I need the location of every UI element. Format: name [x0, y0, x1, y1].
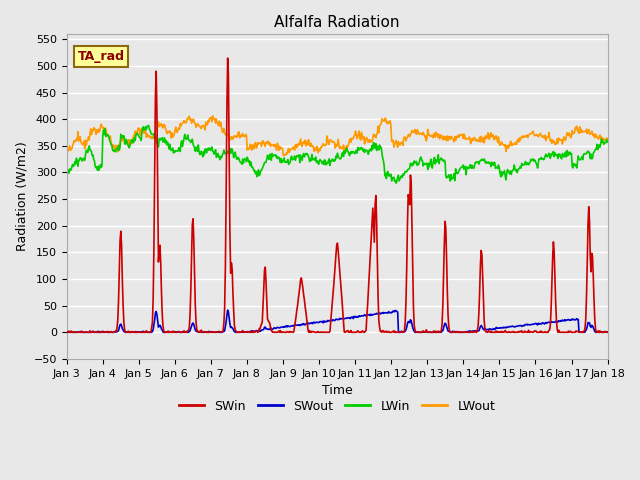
LWin	[128, 137, 136, 143]
SWin	[212, 329, 220, 335]
SWout	[63, 329, 70, 335]
SWout	[604, 329, 611, 335]
SWin	[604, 329, 611, 335]
SWin	[184, 328, 191, 334]
LWout	[404, 134, 412, 140]
LWin	[420, 160, 428, 166]
SWin	[63, 329, 71, 335]
Y-axis label: Radiation (W/m2): Radiation (W/m2)	[15, 142, 28, 252]
LWout	[604, 136, 611, 142]
LWin	[72, 156, 80, 161]
SWout	[224, 307, 232, 313]
SWout	[63, 329, 71, 335]
LWout	[183, 116, 191, 122]
LWin	[145, 122, 152, 128]
LWin	[63, 168, 70, 174]
SWin	[129, 329, 137, 335]
LWin	[604, 139, 611, 144]
LWout	[128, 140, 136, 146]
SWin	[420, 329, 428, 335]
LWout	[209, 113, 216, 119]
SWin	[224, 55, 232, 61]
Title: Alfalfa Radiation: Alfalfa Radiation	[275, 15, 400, 30]
SWout	[129, 329, 137, 335]
Text: TA_rad: TA_rad	[77, 50, 124, 63]
LWin	[404, 167, 412, 172]
LWout	[72, 136, 80, 142]
Line: SWin: SWin	[67, 58, 607, 332]
Legend: SWin, SWout, LWin, LWout: SWin, SWout, LWin, LWout	[174, 395, 500, 418]
SWin	[63, 329, 70, 335]
X-axis label: Time: Time	[322, 384, 353, 397]
SWout	[420, 329, 428, 335]
SWin	[404, 192, 412, 198]
LWin	[212, 155, 220, 160]
LWout	[63, 153, 70, 159]
LWin	[184, 132, 191, 138]
SWout	[404, 319, 412, 324]
Line: LWout: LWout	[67, 116, 607, 156]
SWin	[74, 329, 81, 335]
Line: LWin: LWin	[67, 125, 607, 183]
Line: SWout: SWout	[67, 310, 607, 332]
LWout	[419, 130, 427, 135]
SWout	[74, 329, 81, 335]
LWout	[212, 116, 220, 122]
SWout	[184, 329, 191, 335]
LWin	[392, 180, 400, 186]
SWout	[212, 329, 220, 335]
